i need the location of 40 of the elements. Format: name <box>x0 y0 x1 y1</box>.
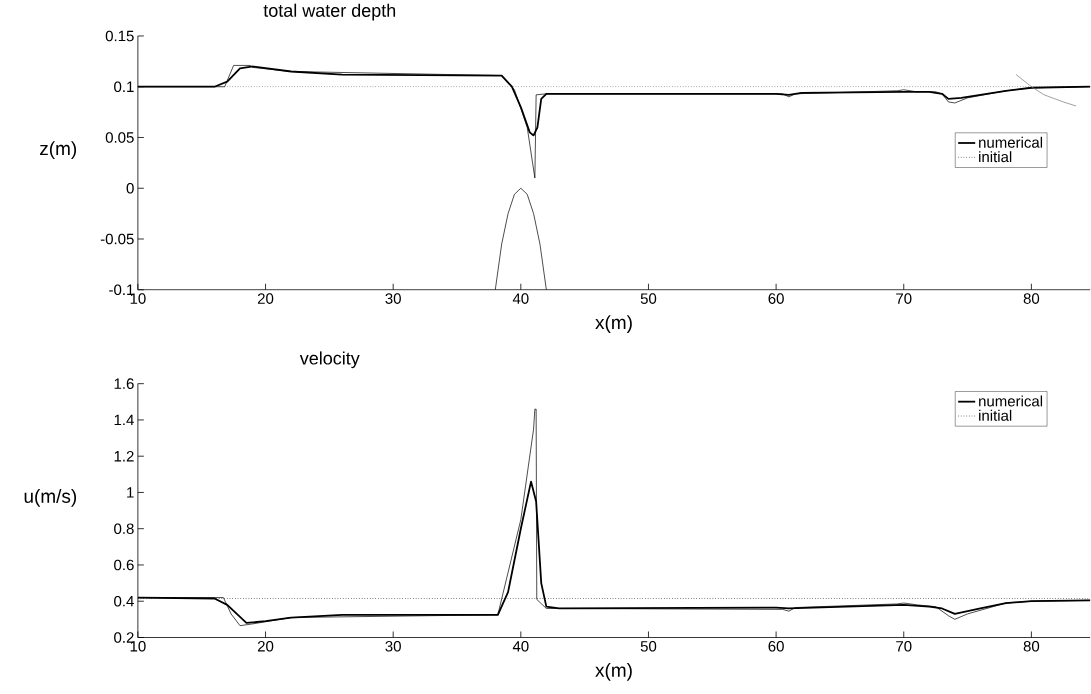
x-tick-label: 10 <box>130 640 146 652</box>
y-tick-label: 1.2 <box>114 450 134 462</box>
y-tick-label: 0.2 <box>114 631 134 643</box>
legend-label: initial <box>979 150 1012 162</box>
y-axis-title: z(m) <box>40 141 77 159</box>
x-tick-label: 80 <box>1023 293 1040 304</box>
x-tick-label: 30 <box>385 640 401 652</box>
legend-label: numerical <box>979 395 1043 407</box>
x-tick-label: 60 <box>768 293 784 304</box>
y-tick-label: 0.8 <box>114 523 134 534</box>
y-tick-label: 0.4 <box>114 595 134 607</box>
y-tick-label: 1 <box>127 487 134 498</box>
x-tick-label: 70 <box>896 293 912 304</box>
legend-label: initial <box>979 409 1012 421</box>
x-tick-label: 40 <box>512 640 529 652</box>
y-tick-label: -0.1 <box>109 284 134 295</box>
x-axis-title: x(m) <box>595 315 632 333</box>
chart-title: total water depth <box>263 3 396 21</box>
x-tick-label: 60 <box>768 640 784 652</box>
y-tick-label: 0.15 <box>105 30 134 42</box>
y-tick-label: 0 <box>126 182 134 194</box>
x-tick-label: 30 <box>385 293 401 304</box>
y-axis-title: u(m/s) <box>24 488 77 507</box>
x-tick-label: 50 <box>640 640 657 652</box>
x-tick-label: 70 <box>896 640 912 652</box>
legend-label: numerical <box>979 136 1043 148</box>
y-tick-label: -0.05 <box>100 233 134 245</box>
x-tick-label: 20 <box>257 640 274 652</box>
chart-title: velocity <box>299 351 360 368</box>
x-tick-label: 40 <box>512 293 529 304</box>
y-tick-label: 0.1 <box>114 81 134 92</box>
x-tick-label: 80 <box>1023 640 1040 652</box>
x-tick-label: 50 <box>640 293 657 304</box>
y-tick-label: 1.4 <box>114 414 134 425</box>
y-tick-label: 1.6 <box>114 378 134 389</box>
y-tick-label: 0.05 <box>105 131 134 143</box>
x-axis-title: x(m) <box>595 662 632 681</box>
y-tick-label: 0.6 <box>114 559 134 571</box>
x-tick-label: 10 <box>130 293 146 304</box>
x-tick-label: 20 <box>257 293 274 304</box>
